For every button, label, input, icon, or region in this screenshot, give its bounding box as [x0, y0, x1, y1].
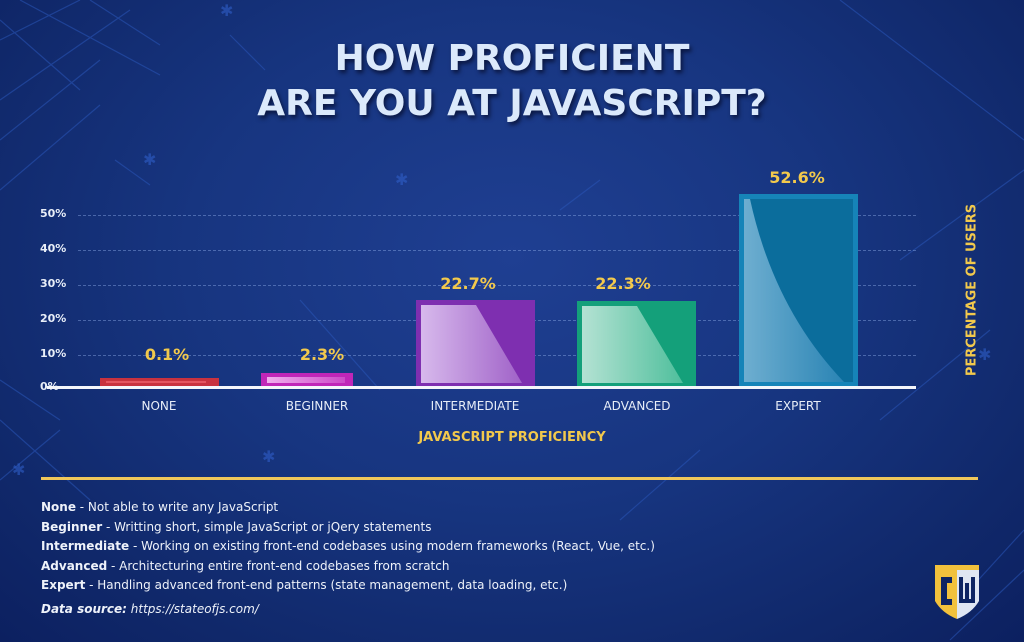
- bar-advanced: [577, 301, 696, 387]
- definition-text: - Writting short, simple JavaScript or j…: [102, 519, 432, 534]
- category-label-none: NONE: [141, 399, 177, 413]
- data-source-url: https://stateofjs.com/: [126, 602, 259, 616]
- x-axis-line: [47, 386, 916, 389]
- definition-term: Expert: [41, 578, 86, 592]
- definition-term: Beginner: [41, 519, 103, 534]
- y-tick-30: 30%: [40, 277, 67, 290]
- definition-beginner: Beginner - Writting short, simple JavaSc…: [41, 518, 655, 538]
- definition-text: - Working on existing front-end codebase…: [129, 539, 655, 553]
- category-label-advanced: ADVANCED: [603, 399, 671, 413]
- bar-intermediate: [416, 300, 535, 387]
- gridline-30: [78, 285, 916, 286]
- y-tick-40: 40%: [40, 242, 67, 255]
- title-line-1: HOW PROFICIENT: [334, 38, 690, 79]
- svg-text:✱: ✱: [262, 447, 275, 466]
- y-tick-10: 10%: [40, 347, 67, 360]
- brand-logo-icon: [935, 565, 979, 619]
- definition-text: - Architecturing entire front-end codeba…: [107, 558, 450, 573]
- definitions-list: None - Not able to write any JavaScript …: [41, 498, 655, 596]
- value-label-expert: 52.6%: [769, 168, 825, 187]
- divider-line: [41, 477, 978, 480]
- x-axis-title: JAVASCRIPT PROFICIENCY: [418, 430, 606, 445]
- definition-none: None - Not able to write any JavaScript: [41, 498, 655, 518]
- svg-text:✱: ✱: [12, 460, 25, 479]
- definition-term: Advanced: [41, 558, 108, 573]
- svg-text:✱: ✱: [143, 150, 156, 169]
- definition-intermediate: Intermediate - Working on existing front…: [41, 537, 655, 557]
- definition-term: None: [41, 500, 76, 514]
- value-label-beginner: 2.3%: [299, 345, 345, 364]
- definition-text: - Handling advanced front-end patterns (…: [85, 578, 568, 592]
- svg-text:✱: ✱: [978, 345, 991, 364]
- value-label-intermediate: 22.7%: [440, 274, 496, 293]
- category-label-intermediate: INTERMEDIATE: [430, 399, 520, 413]
- y-axis-title: PERCENTAGE OF USERS: [964, 203, 980, 377]
- data-source-label: Data source:: [41, 602, 127, 616]
- title-line-2: ARE YOU AT JAVASCRIPT?: [257, 83, 767, 124]
- bar-none: [100, 378, 219, 387]
- gridline-50: [78, 215, 916, 216]
- definition-advanced: Advanced - Architecturing entire front-e…: [41, 557, 655, 577]
- definition-term: Intermediate: [41, 539, 130, 553]
- definition-expert: Expert - Handling advanced front-end pat…: [41, 576, 655, 596]
- category-label-expert: EXPERT: [775, 399, 821, 413]
- value-label-advanced: 22.3%: [595, 274, 651, 293]
- gridline-40: [78, 250, 916, 251]
- svg-text:✱: ✱: [395, 170, 408, 189]
- y-tick-20: 20%: [40, 312, 67, 325]
- bar-beginner: [261, 373, 353, 387]
- value-label-none: 0.1%: [144, 345, 190, 364]
- data-source: Data source: https://stateofjs.com/: [41, 602, 259, 616]
- y-tick-50: 50%: [40, 207, 67, 220]
- chart-title: HOW PROFICIENT ARE YOU AT JAVASCRIPT?: [0, 36, 1024, 126]
- definition-text: - Not able to write any JavaScript: [75, 500, 279, 514]
- bar-expert: [739, 194, 858, 387]
- category-label-beginner: BEGINNER: [285, 399, 349, 413]
- svg-text:✱: ✱: [220, 1, 233, 20]
